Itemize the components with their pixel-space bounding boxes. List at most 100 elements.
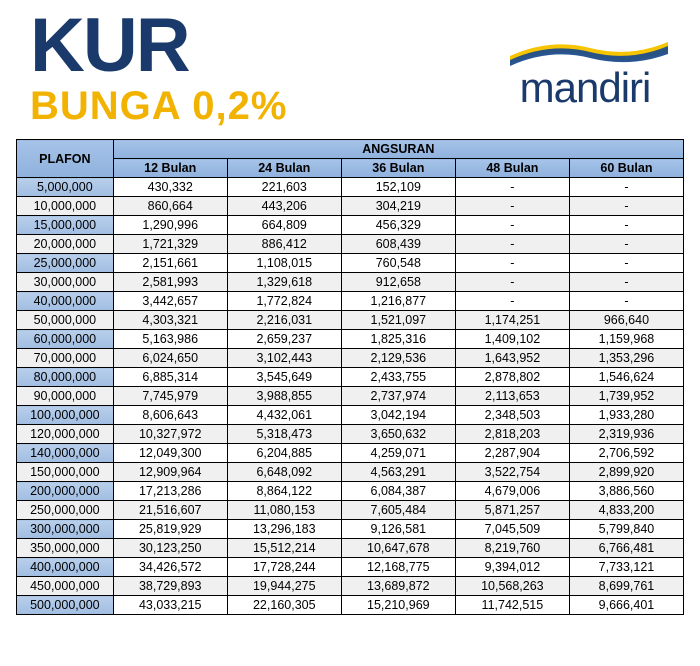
value-cell: 9,394,012 — [455, 558, 569, 577]
value-cell: 2,433,755 — [341, 368, 455, 387]
table-wrap: PLAFON ANGSURAN 12 Bulan24 Bulan36 Bulan… — [0, 129, 700, 615]
value-cell: 4,833,200 — [569, 501, 683, 520]
value-cell: 4,259,071 — [341, 444, 455, 463]
plafon-cell: 15,000,000 — [17, 216, 114, 235]
value-cell: 10,568,263 — [455, 577, 569, 596]
value-cell: - — [569, 254, 683, 273]
table-row: 350,000,00030,123,25015,512,21410,647,67… — [17, 539, 684, 558]
table-row: 5,000,000430,332221,603152,109-- — [17, 178, 684, 197]
plafon-cell: 200,000,000 — [17, 482, 114, 501]
value-cell: 3,650,632 — [341, 425, 455, 444]
value-cell: 15,512,214 — [227, 539, 341, 558]
value-cell: 608,439 — [341, 235, 455, 254]
value-cell: 17,728,244 — [227, 558, 341, 577]
value-cell: 886,412 — [227, 235, 341, 254]
value-cell: 6,766,481 — [569, 539, 683, 558]
value-cell: 456,329 — [341, 216, 455, 235]
value-cell: 11,742,515 — [455, 596, 569, 615]
value-cell: 2,818,203 — [455, 425, 569, 444]
value-cell: - — [569, 197, 683, 216]
table-row: 15,000,0001,290,996664,809456,329-- — [17, 216, 684, 235]
value-cell: 2,216,031 — [227, 311, 341, 330]
plafon-header: PLAFON — [17, 140, 114, 178]
value-cell: 5,871,257 — [455, 501, 569, 520]
value-cell: 38,729,893 — [113, 577, 227, 596]
value-cell: 2,151,661 — [113, 254, 227, 273]
plafon-cell: 70,000,000 — [17, 349, 114, 368]
value-cell: 1,409,102 — [455, 330, 569, 349]
value-cell: - — [569, 273, 683, 292]
value-cell: 3,042,194 — [341, 406, 455, 425]
table-row: 60,000,0005,163,9862,659,2371,825,3161,4… — [17, 330, 684, 349]
value-cell: 1,721,329 — [113, 235, 227, 254]
plafon-cell: 350,000,000 — [17, 539, 114, 558]
plafon-cell: 300,000,000 — [17, 520, 114, 539]
value-cell: - — [569, 292, 683, 311]
title-kur: KUR — [30, 10, 287, 82]
value-cell: 7,745,979 — [113, 387, 227, 406]
table-row: 300,000,00025,819,92913,296,1839,126,581… — [17, 520, 684, 539]
table-row: 120,000,00010,327,9725,318,4733,650,6322… — [17, 425, 684, 444]
plafon-cell: 450,000,000 — [17, 577, 114, 596]
value-cell: 2,899,920 — [569, 463, 683, 482]
value-cell: 6,885,314 — [113, 368, 227, 387]
mandiri-logo: mandiri — [500, 28, 670, 112]
value-cell: 221,603 — [227, 178, 341, 197]
plafon-cell: 50,000,000 — [17, 311, 114, 330]
value-cell: 2,581,993 — [113, 273, 227, 292]
table-row: 25,000,0002,151,6611,108,015760,548-- — [17, 254, 684, 273]
table-row: 40,000,0003,442,6571,772,8241,216,877-- — [17, 292, 684, 311]
column-header: 12 Bulan — [113, 159, 227, 178]
value-cell: 1,521,097 — [341, 311, 455, 330]
table-row: 400,000,00034,426,57217,728,24412,168,77… — [17, 558, 684, 577]
table-row: 500,000,00043,033,21522,160,30515,210,96… — [17, 596, 684, 615]
logo-text: mandiri — [520, 64, 651, 112]
value-cell: 6,204,885 — [227, 444, 341, 463]
plafon-cell: 10,000,000 — [17, 197, 114, 216]
table-row: 10,000,000860,664443,206304,219-- — [17, 197, 684, 216]
value-cell: 1,353,296 — [569, 349, 683, 368]
value-cell: 6,024,650 — [113, 349, 227, 368]
value-cell: 8,219,760 — [455, 539, 569, 558]
title-bunga: BUNGA 0,2% — [30, 84, 287, 129]
value-cell: 4,563,291 — [341, 463, 455, 482]
plafon-cell: 90,000,000 — [17, 387, 114, 406]
plafon-cell: 60,000,000 — [17, 330, 114, 349]
table-header-row-1: PLAFON ANGSURAN — [17, 140, 684, 159]
value-cell: 10,327,972 — [113, 425, 227, 444]
value-cell: - — [455, 235, 569, 254]
plafon-cell: 40,000,000 — [17, 292, 114, 311]
table-row: 70,000,0006,024,6503,102,4432,129,5361,6… — [17, 349, 684, 368]
value-cell: 664,809 — [227, 216, 341, 235]
value-cell: 1,933,280 — [569, 406, 683, 425]
value-cell: 912,658 — [341, 273, 455, 292]
value-cell: 430,332 — [113, 178, 227, 197]
value-cell: 2,659,237 — [227, 330, 341, 349]
value-cell: 3,442,657 — [113, 292, 227, 311]
value-cell: 17,213,286 — [113, 482, 227, 501]
plafon-cell: 100,000,000 — [17, 406, 114, 425]
value-cell: 443,206 — [227, 197, 341, 216]
value-cell: 5,799,840 — [569, 520, 683, 539]
angsuran-header: ANGSURAN — [113, 140, 683, 159]
value-cell: 2,319,936 — [569, 425, 683, 444]
value-cell: 12,909,964 — [113, 463, 227, 482]
value-cell: 11,080,153 — [227, 501, 341, 520]
value-cell: 966,640 — [569, 311, 683, 330]
value-cell: 2,737,974 — [341, 387, 455, 406]
value-cell: 304,219 — [341, 197, 455, 216]
value-cell: 1,329,618 — [227, 273, 341, 292]
value-cell: 1,174,251 — [455, 311, 569, 330]
value-cell: 6,648,092 — [227, 463, 341, 482]
table-row: 140,000,00012,049,3006,204,8854,259,0712… — [17, 444, 684, 463]
value-cell: 1,159,968 — [569, 330, 683, 349]
installment-table: PLAFON ANGSURAN 12 Bulan24 Bulan36 Bulan… — [16, 139, 684, 615]
value-cell: - — [455, 273, 569, 292]
value-cell: - — [569, 178, 683, 197]
value-cell: 2,706,592 — [569, 444, 683, 463]
value-cell: 19,944,275 — [227, 577, 341, 596]
value-cell: - — [455, 254, 569, 273]
plafon-cell: 500,000,000 — [17, 596, 114, 615]
value-cell: 2,287,904 — [455, 444, 569, 463]
plafon-cell: 140,000,000 — [17, 444, 114, 463]
